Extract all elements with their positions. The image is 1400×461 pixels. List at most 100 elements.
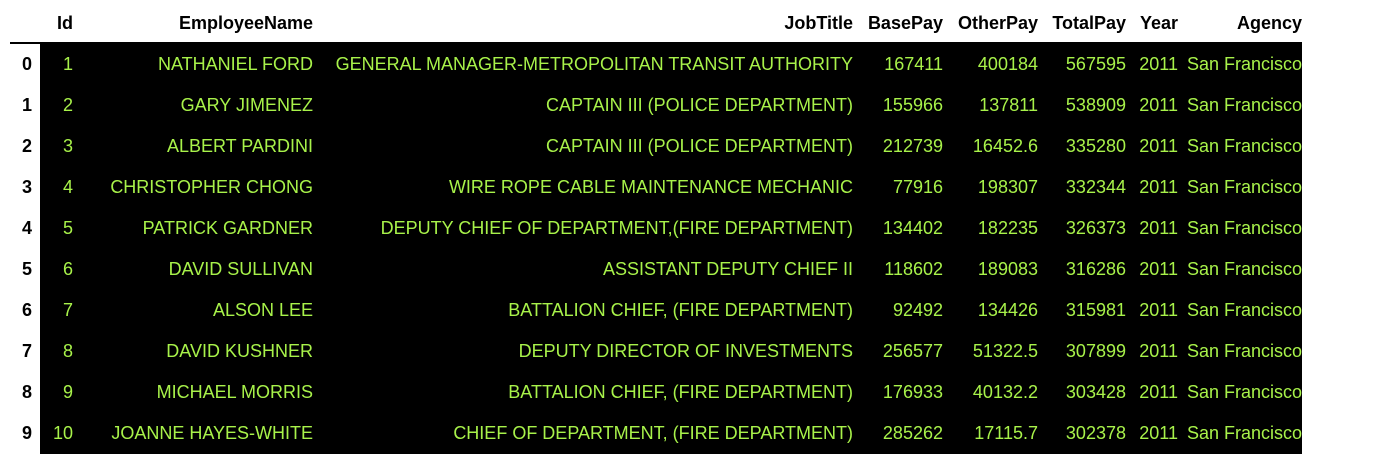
cell-id: 2	[40, 85, 73, 126]
cell-job-title: CAPTAIN III (POLICE DEPARTMENT)	[313, 85, 853, 126]
row-index: 1	[10, 85, 40, 126]
table-body: 0 1 NATHANIEL FORD GENERAL MANAGER-METROPOL…	[10, 43, 1302, 454]
row-index: 8	[10, 372, 40, 413]
column-header-year: Year	[1126, 4, 1178, 44]
cell-id: 1	[40, 43, 73, 85]
cell-base-pay: 285262	[853, 413, 943, 454]
cell-other-pay: 137811	[943, 85, 1038, 126]
cell-year: 2011	[1126, 331, 1178, 372]
cell-job-title: CAPTAIN III (POLICE DEPARTMENT)	[313, 126, 853, 167]
cell-total-pay: 538909	[1038, 85, 1126, 126]
column-header-other-pay: OtherPay	[943, 4, 1038, 44]
cell-base-pay: 256577	[853, 331, 943, 372]
cell-agency: San Francisco	[1178, 372, 1302, 413]
table-row: 4 5 PATRICK GARDNER DEPUTY CHIEF OF DEPARTM…	[10, 208, 1302, 249]
column-header-base-pay: BasePay	[853, 4, 943, 44]
cell-year: 2011	[1126, 372, 1178, 413]
cell-other-pay: 182235	[943, 208, 1038, 249]
cell-year: 2011	[1126, 85, 1178, 126]
cell-employee-name: MICHAEL MORRIS	[73, 372, 313, 413]
cell-agency: San Francisco	[1178, 208, 1302, 249]
row-index: 9	[10, 413, 40, 454]
cell-id: 9	[40, 372, 73, 413]
column-header-employee-name: EmployeeName	[73, 4, 313, 44]
cell-total-pay: 316286	[1038, 249, 1126, 290]
row-index: 4	[10, 208, 40, 249]
cell-id: 4	[40, 167, 73, 208]
cell-employee-name: JOANNE HAYES-WHITE	[73, 413, 313, 454]
cell-id: 7	[40, 290, 73, 331]
row-index: 3	[10, 167, 40, 208]
dataframe-table: Id EmployeeName JobTitle BasePay OtherPa…	[10, 4, 1302, 454]
table-row: 5 6 DAVID SULLIVAN ASSISTANT DEPUTY CHIEF I…	[10, 249, 1302, 290]
cell-total-pay: 302378	[1038, 413, 1126, 454]
table-row: 2 3 ALBERT PARDINI CAPTAIN III (POLICE DEPA…	[10, 126, 1302, 167]
cell-id: 10	[40, 413, 73, 454]
cell-year: 2011	[1126, 43, 1178, 85]
cell-agency: San Francisco	[1178, 43, 1302, 85]
cell-agency: San Francisco	[1178, 167, 1302, 208]
cell-id: 6	[40, 249, 73, 290]
cell-other-pay: 134426	[943, 290, 1038, 331]
cell-total-pay: 307899	[1038, 331, 1126, 372]
cell-other-pay: 17115.7	[943, 413, 1038, 454]
cell-other-pay: 16452.6	[943, 126, 1038, 167]
cell-job-title: BATTALION CHIEF, (FIRE DEPARTMENT)	[313, 290, 853, 331]
row-index: 7	[10, 331, 40, 372]
cell-year: 2011	[1126, 167, 1178, 208]
cell-base-pay: 118602	[853, 249, 943, 290]
cell-other-pay: 198307	[943, 167, 1038, 208]
cell-agency: San Francisco	[1178, 85, 1302, 126]
cell-total-pay: 335280	[1038, 126, 1126, 167]
cell-job-title: DEPUTY CHIEF OF DEPARTMENT,(FIRE DEPARTM…	[313, 208, 853, 249]
table-row: 7 8 DAVID KUSHNER DEPUTY DIRECTOR OF INVEST…	[10, 331, 1302, 372]
cell-agency: San Francisco	[1178, 413, 1302, 454]
cell-job-title: ASSISTANT DEPUTY CHIEF II	[313, 249, 853, 290]
cell-id: 3	[40, 126, 73, 167]
cell-year: 2011	[1126, 290, 1178, 331]
cell-employee-name: DAVID SULLIVAN	[73, 249, 313, 290]
cell-base-pay: 176933	[853, 372, 943, 413]
cell-total-pay: 332344	[1038, 167, 1126, 208]
header-row: Id EmployeeName JobTitle BasePay OtherPa…	[10, 4, 1302, 44]
cell-id: 8	[40, 331, 73, 372]
cell-employee-name: DAVID KUSHNER	[73, 331, 313, 372]
cell-other-pay: 51322.5	[943, 331, 1038, 372]
cell-year: 2011	[1126, 413, 1178, 454]
cell-base-pay: 77916	[853, 167, 943, 208]
index-header	[10, 4, 40, 44]
cell-agency: San Francisco	[1178, 290, 1302, 331]
column-header-job-title: JobTitle	[313, 4, 853, 44]
cell-other-pay: 400184	[943, 43, 1038, 85]
cell-base-pay: 212739	[853, 126, 943, 167]
cell-agency: San Francisco	[1178, 249, 1302, 290]
cell-job-title: CHIEF OF DEPARTMENT, (FIRE DEPARTMENT)	[313, 413, 853, 454]
cell-job-title: GENERAL MANAGER-METROPOLITAN TRANSIT AUT…	[313, 43, 853, 85]
cell-base-pay: 167411	[853, 43, 943, 85]
table-row: 1 2 GARY JIMENEZ CAPTAIN III (POLICE DEPART…	[10, 85, 1302, 126]
table-row: 6 7 ALSON LEE BATTALION CHIEF, (FIRE DEPART…	[10, 290, 1302, 331]
row-index: 0	[10, 43, 40, 85]
cell-base-pay: 92492	[853, 290, 943, 331]
cell-employee-name: CHRISTOPHER CHONG	[73, 167, 313, 208]
row-index: 2	[10, 126, 40, 167]
cell-id: 5	[40, 208, 73, 249]
cell-base-pay: 134402	[853, 208, 943, 249]
table-row: 8 9 MICHAEL MORRIS BATTALION CHIEF, (FIRE D…	[10, 372, 1302, 413]
cell-total-pay: 567595	[1038, 43, 1126, 85]
cell-total-pay: 303428	[1038, 372, 1126, 413]
cell-year: 2011	[1126, 208, 1178, 249]
cell-other-pay: 189083	[943, 249, 1038, 290]
cell-employee-name: NATHANIEL FORD	[73, 43, 313, 85]
cell-agency: San Francisco	[1178, 126, 1302, 167]
cell-job-title: DEPUTY DIRECTOR OF INVESTMENTS	[313, 331, 853, 372]
row-index: 6	[10, 290, 40, 331]
table-row: 9 10 JOANNE HAYES-WHITE CHIEF OF DEPARTMENT…	[10, 413, 1302, 454]
column-header-id: Id	[40, 4, 73, 44]
row-index: 5	[10, 249, 40, 290]
cell-total-pay: 315981	[1038, 290, 1126, 331]
cell-year: 2011	[1126, 126, 1178, 167]
table-row: 3 4 CHRISTOPHER CHONG WIRE ROPE CABLE MAINT…	[10, 167, 1302, 208]
cell-employee-name: PATRICK GARDNER	[73, 208, 313, 249]
